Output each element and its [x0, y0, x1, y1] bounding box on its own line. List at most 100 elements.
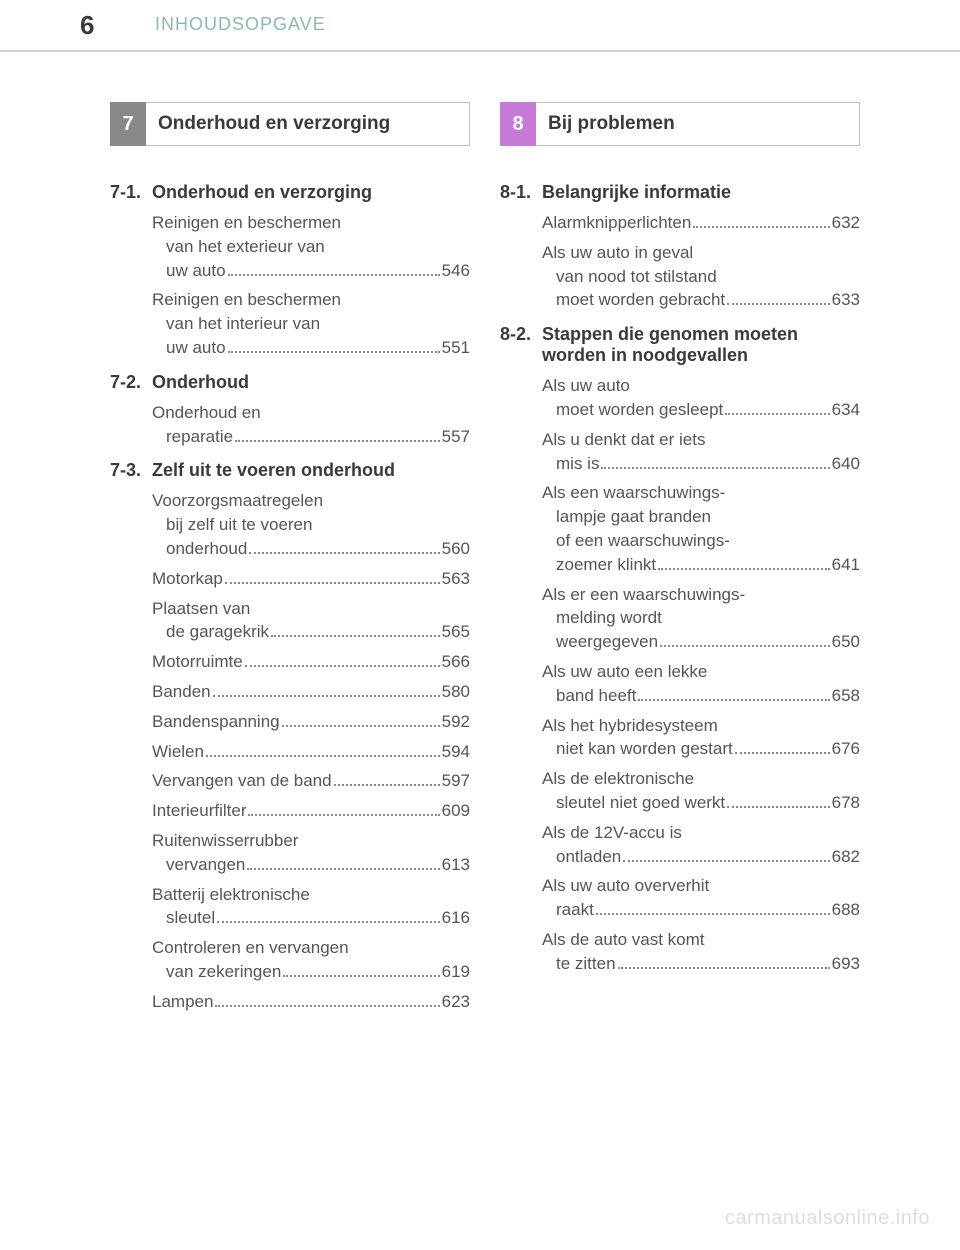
- entry-page: 594: [442, 740, 470, 764]
- entry-last-line: onderhoud 560: [152, 537, 470, 561]
- entry-text: raakt: [556, 898, 594, 922]
- entry-last-line: ontladen682: [542, 845, 860, 869]
- entry-last-line: raakt688: [542, 898, 860, 922]
- toc-entry: Onderhoud enreparatie557: [152, 401, 470, 449]
- section-title: 7-1.Onderhoud en verzorging: [110, 182, 470, 203]
- leader-dots: [217, 921, 439, 923]
- entry-page: 634: [832, 398, 860, 422]
- watermark: carmanualsonline.info: [725, 1207, 930, 1230]
- toc-entry: Plaatsen vande garagekrik565: [152, 597, 470, 645]
- section-number: 7-3.: [110, 460, 152, 481]
- entry-last-line: sleutel616: [152, 906, 470, 930]
- entry-text-line: Reinigen en beschermen: [152, 288, 470, 312]
- entry-text-line: van het interieur van: [152, 312, 470, 336]
- entry-last-line: te zitten693: [542, 952, 860, 976]
- leader-dots: [727, 806, 829, 808]
- entry-page: 597: [442, 769, 470, 793]
- entry-last-line: van zekeringen619: [152, 960, 470, 984]
- section-title: 8-2.Stappen die genomen moeten worden in…: [500, 324, 860, 366]
- section-number: 8-1.: [500, 182, 542, 203]
- toc-entry: Alarmknipperlichten632: [542, 211, 860, 235]
- entry-text: Bandenspanning: [152, 710, 280, 734]
- entry-text: onderhoud: [166, 537, 247, 561]
- toc-entry: Motorruimte566: [152, 650, 470, 674]
- entry-page: 678: [832, 791, 860, 815]
- entry-page: 650: [832, 630, 860, 654]
- page-header: 6 INHOUDSOPGAVE: [0, 0, 960, 52]
- entry-text-line: Onderhoud en: [152, 401, 470, 425]
- entry-last-line: Bandenspanning592: [152, 710, 470, 734]
- entry-last-line: moet worden gebracht 633: [542, 288, 860, 312]
- entry-text-line: Als de elektronische: [542, 767, 860, 791]
- entries: Voorzorgsmaatregelenbij zelf uit te voer…: [110, 489, 470, 1013]
- entry-last-line: niet kan worden gestart 676: [542, 737, 860, 761]
- toc-entry: Als een waarschuwings-lampje gaat brande…: [542, 481, 860, 576]
- entry-text-line: Als het hybridesysteem: [542, 714, 860, 738]
- entry-last-line: Wielen594: [152, 740, 470, 764]
- section-title: 8-1.Belangrijke informatie: [500, 182, 860, 203]
- entry-text: weergegeven: [556, 630, 658, 654]
- toc-entry: Wielen594: [152, 740, 470, 764]
- leader-dots: [235, 440, 440, 442]
- entries: Alarmknipperlichten632 Als uw auto in gev…: [500, 211, 860, 312]
- left-column: 7 Onderhoud en verzorging 7-1.Onderhoud …: [110, 102, 470, 1026]
- entry-page: 676: [832, 737, 860, 761]
- toc-entry: Banden580: [152, 680, 470, 704]
- toc-entry: Ruitenwisserrubbervervangen613: [152, 829, 470, 877]
- entry-text: moet worden gebracht: [556, 288, 725, 312]
- entry-text-line: Plaatsen van: [152, 597, 470, 621]
- toc-entry: Als u denkt dat er ietsmis is640: [542, 428, 860, 476]
- entry-page: 609: [442, 799, 470, 823]
- leader-dots: [334, 784, 440, 786]
- entry-text-line: van nood tot stilstand: [542, 265, 860, 289]
- leader-dots: [283, 975, 439, 977]
- toc-entry: Als uw auto een lekkeband heeft658: [542, 660, 860, 708]
- entry-text: mis is: [556, 452, 599, 476]
- entry-last-line: zoemer klinkt641: [542, 553, 860, 577]
- entry-text: niet kan worden gestart: [556, 737, 733, 761]
- entry-text: sleutel niet goed werkt: [556, 791, 725, 815]
- entry-text: Motorruimte: [152, 650, 243, 674]
- toc-entry: Als het hybridesysteemniet kan worden ge…: [542, 714, 860, 762]
- entry-text-line: Ruitenwisserrubber: [152, 829, 470, 853]
- entry-text: reparatie: [166, 425, 233, 449]
- section-number: 7-2.: [110, 372, 152, 393]
- leader-dots: [660, 645, 830, 647]
- entry-text-line: Als uw auto een lekke: [542, 660, 860, 684]
- entry-text: Alarmknipperlichten: [542, 211, 691, 235]
- entry-text-line: Als uw auto in geval: [542, 241, 860, 265]
- entry-last-line: Interieurfilter 609: [152, 799, 470, 823]
- leader-dots: [693, 226, 829, 228]
- entry-last-line: mis is640: [542, 452, 860, 476]
- entry-last-line: Alarmknipperlichten632: [542, 211, 860, 235]
- entry-text-line: Voorzorgsmaatregelen: [152, 489, 470, 513]
- entry-page: 551: [442, 336, 470, 360]
- leader-dots: [247, 868, 439, 870]
- chapter-title-7: Onderhoud en verzorging: [146, 102, 470, 146]
- entry-page: 633: [832, 288, 860, 312]
- chapter-title-8: Bij problemen: [536, 102, 860, 146]
- entry-last-line: Vervangen van de band597: [152, 769, 470, 793]
- entry-last-line: reparatie557: [152, 425, 470, 449]
- entry-text: uw auto: [166, 336, 226, 360]
- leader-dots: [618, 967, 830, 969]
- entries: Als uw automoet worden gesleept634Als u …: [500, 374, 860, 975]
- toc-entry: Reinigen en beschermenvan het interieur …: [152, 288, 470, 359]
- entry-last-line: Motorruimte566: [152, 650, 470, 674]
- toc-entry: Bandenspanning592: [152, 710, 470, 734]
- leader-dots: [658, 568, 829, 570]
- entry-page: 623: [442, 990, 470, 1014]
- entry-page: 560: [442, 537, 470, 561]
- entry-text-line: of een waarschuwings-: [542, 529, 860, 553]
- toc-entry: Als uw auto oververhitraakt688: [542, 874, 860, 922]
- entry-text: Lampen: [152, 990, 213, 1014]
- entry-text: Interieurfilter: [152, 799, 246, 823]
- leader-dots: [623, 860, 829, 862]
- leader-dots: [213, 695, 440, 697]
- entry-last-line: weergegeven 650: [542, 630, 860, 654]
- section-label: Zelf uit te voeren onderhoud: [152, 460, 470, 481]
- chapter-header-7: 7 Onderhoud en verzorging: [110, 102, 470, 146]
- entry-page: 563: [442, 567, 470, 591]
- entry-text-line: Als de 12V-accu is: [542, 821, 860, 845]
- leader-dots: [206, 755, 440, 757]
